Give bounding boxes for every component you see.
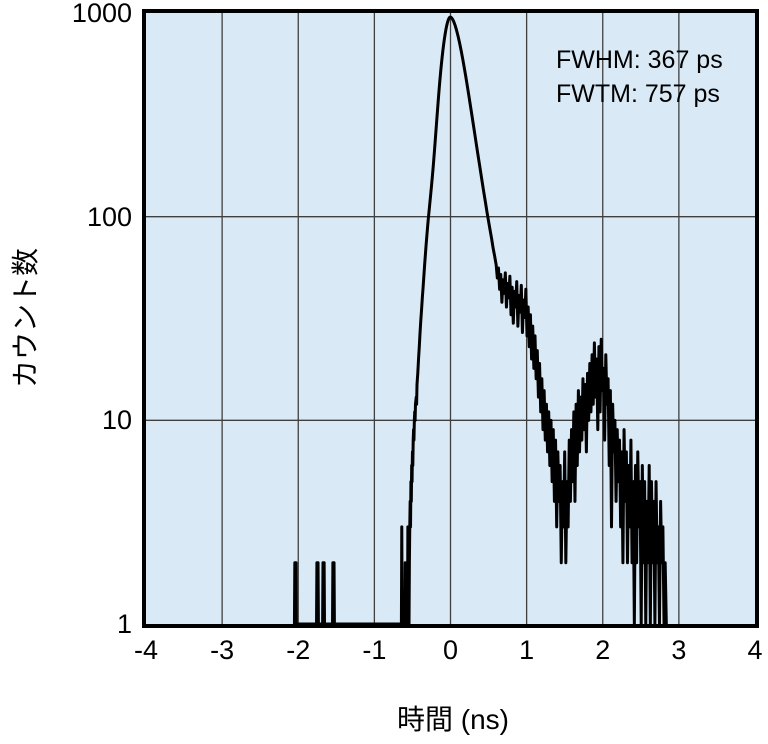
- x-tick-label: 1: [519, 635, 535, 665]
- x-tick-label: 2: [595, 635, 611, 665]
- annotation-fwtm: FWTM: 757 ps: [556, 80, 720, 108]
- x-tick-label: 3: [671, 635, 687, 665]
- y-tick-label: 1000: [71, 0, 132, 28]
- y-tick-label: 1: [116, 609, 132, 639]
- x-axis-label: 時間 (ns): [396, 704, 510, 735]
- x-tick-label: -3: [210, 635, 235, 665]
- x-tick-label: -4: [133, 635, 158, 665]
- timing-curve: [292, 15, 668, 624]
- y-tick-label: 100: [86, 201, 132, 232]
- annotation-box: FWHM: 367 ps FWTM: 757 ps: [556, 43, 723, 111]
- annotation-fwhm: FWHM: 367 ps: [556, 46, 723, 74]
- histogram-canvas: [146, 13, 755, 624]
- x-tick-label: 4: [747, 635, 763, 665]
- y-tick-label: 10: [101, 405, 132, 436]
- x-tick-label: 0: [442, 635, 459, 665]
- plot-area: FWHM: 367 ps FWTM: 757 ps: [142, 9, 759, 628]
- x-tick-label: -1: [362, 635, 387, 665]
- y-axis-label: カウント数: [10, 247, 41, 389]
- x-tick-label: -2: [286, 635, 311, 665]
